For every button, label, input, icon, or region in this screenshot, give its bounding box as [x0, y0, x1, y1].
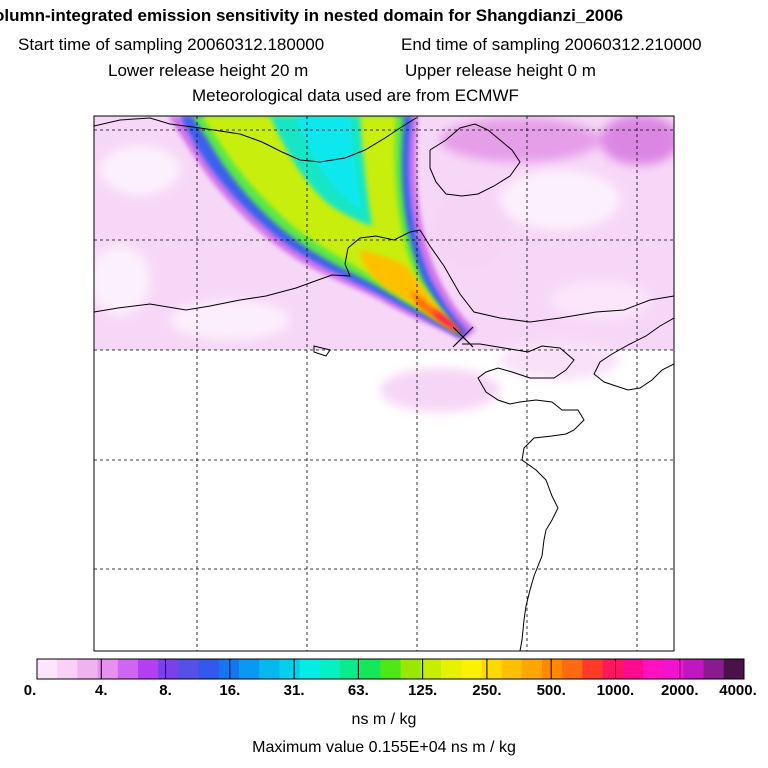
colorbar-segment	[77, 659, 98, 679]
title: olumn-integrated emission sensitivity in…	[0, 6, 624, 25]
colorbar-segment	[481, 659, 502, 679]
colorbar-tick-label: 63.	[347, 682, 369, 699]
colorbar-tick-label: 16.	[219, 682, 241, 699]
colorbar-segment	[340, 659, 361, 679]
colorbar-segment	[57, 659, 78, 679]
colorbar-segment	[501, 659, 523, 679]
colorbar-segment	[582, 659, 603, 679]
colorbar-segment	[178, 659, 199, 679]
colorbar-segment	[198, 659, 220, 679]
colorbar-segment	[299, 659, 321, 679]
colorbar-segment	[97, 659, 119, 679]
colorbar-tick-label: 1000.	[596, 682, 635, 699]
colorbar-segment	[138, 659, 159, 679]
colorbar-segment	[319, 659, 341, 679]
colorbar-segment	[400, 659, 422, 679]
colorbar-segment	[239, 659, 260, 679]
colorbar-segment	[703, 659, 725, 679]
upper-release-label: Upper release height 0 m	[405, 61, 596, 80]
colorbar	[37, 659, 745, 679]
colorbar-segment	[158, 659, 179, 679]
colorbar-segment	[380, 659, 401, 679]
colorbar-units-label: ns m / kg	[351, 711, 417, 728]
coastlines	[94, 117, 674, 651]
start-time-label: Start time of sampling 20060312.180000	[18, 35, 325, 54]
lower-release-label: Lower release height 20 m	[108, 61, 309, 80]
colorbar-tick-label: 4000.	[719, 682, 757, 699]
colorbar-segment	[37, 659, 58, 679]
colorbar-segment	[420, 659, 442, 679]
colorbar-tick-label: 8.	[159, 682, 172, 699]
receptor-marker-icon	[452, 326, 474, 348]
colorbar-segment	[643, 659, 664, 679]
colorbar-tick-label: 0.	[23, 682, 37, 699]
colorbar-segment	[521, 659, 543, 679]
grid-lines	[94, 116, 674, 651]
met-data-label: Meteorological data used are from ECMWF	[192, 86, 519, 105]
colorbar-tick-label: 500.	[536, 682, 566, 699]
colorbar-segment	[117, 659, 139, 679]
colorbar-tick-label: 4.	[95, 682, 108, 699]
colorbar-segment	[461, 659, 482, 679]
colorbar-segment	[259, 659, 280, 679]
colorbar-tick-label: 250.	[472, 682, 502, 699]
colorbar-segment	[663, 659, 684, 679]
colorbar-tick-label: 125.	[408, 682, 438, 699]
colorbar-segment	[360, 659, 381, 679]
map-frame	[93, 115, 675, 652]
colorbar-segment	[683, 659, 704, 679]
colorbar-segment	[279, 659, 300, 679]
colorbar-segment	[622, 659, 644, 679]
colorbar-segment	[562, 659, 583, 679]
end-time-label: End time of sampling 20060312.210000	[401, 35, 702, 54]
map-panel	[94, 116, 674, 651]
colorbar-segment	[723, 659, 745, 679]
colorbar-segment	[218, 659, 240, 679]
colorbar-segment	[542, 659, 563, 679]
sensitivity-plume	[168, 116, 476, 340]
maximum-value-label: Maximum value 0.155E+04 ns m / kg	[252, 739, 516, 756]
colorbar-segment	[602, 659, 624, 679]
colorbar-segment	[441, 659, 462, 679]
colorbar-tick-label: 31.	[283, 682, 305, 699]
colorbar-frame	[36, 658, 745, 680]
colorbar-tick-label: 2000.	[660, 682, 699, 699]
